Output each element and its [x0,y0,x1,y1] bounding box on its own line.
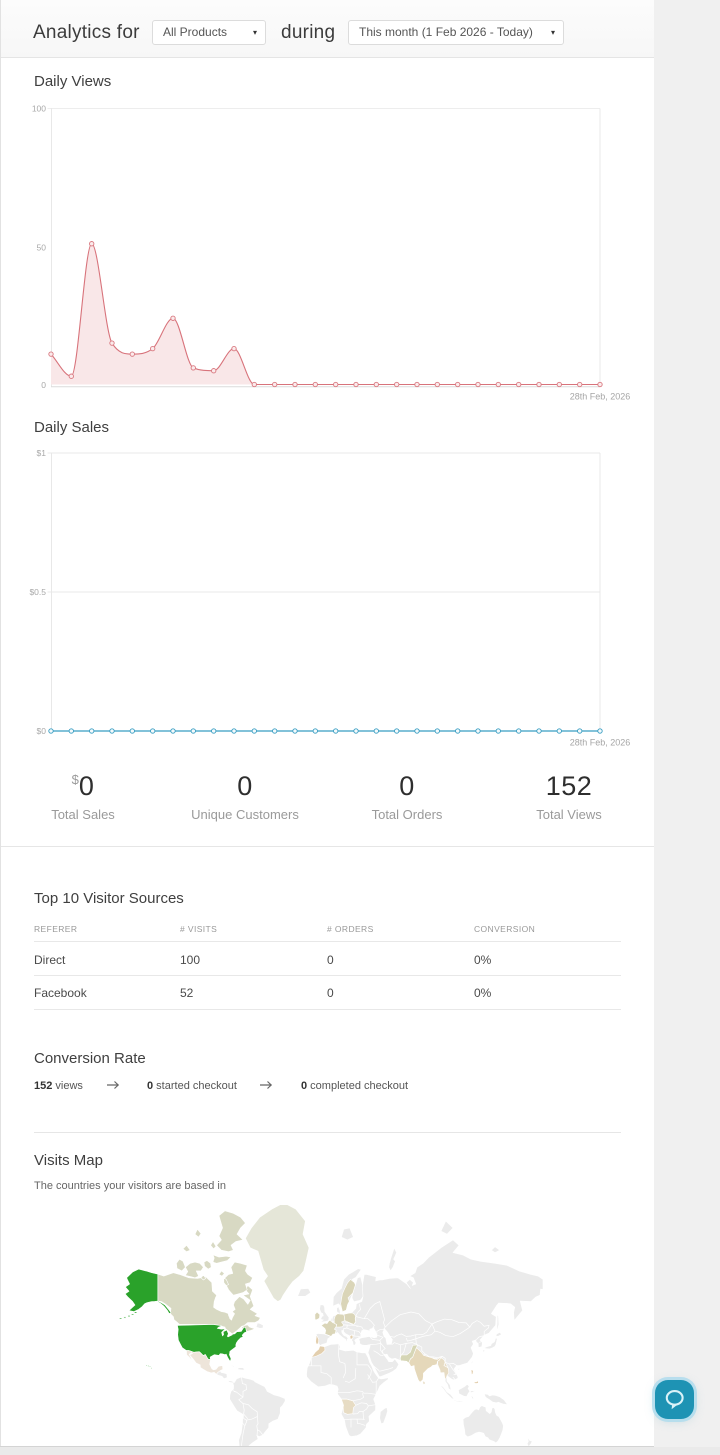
svg-text:$1: $1 [37,448,47,458]
svg-text:0: 0 [41,380,46,390]
svg-text:100: 100 [32,104,46,114]
svg-text:$0.5: $0.5 [29,587,46,597]
svg-text:28th Feb, 2026: 28th Feb, 2026 [570,738,631,748]
svg-text:28th Feb, 2026: 28th Feb, 2026 [570,392,631,402]
svg-text:$0: $0 [37,726,47,736]
svg-text:50: 50 [37,243,47,253]
